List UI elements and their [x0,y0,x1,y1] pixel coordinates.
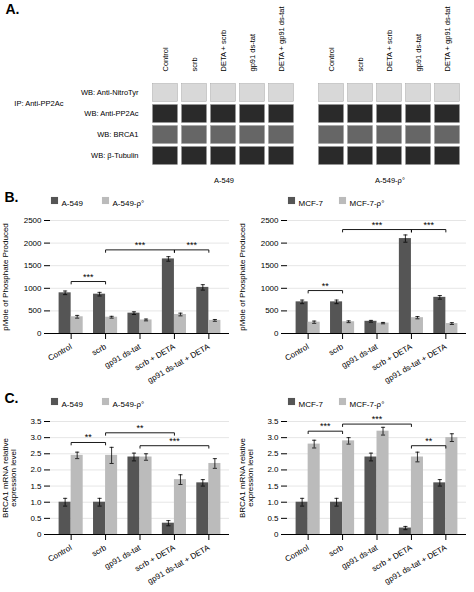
svg-text:***: *** [83,272,94,282]
svg-text:2.0: 2.0 [267,465,279,474]
svg-text:A.: A. [6,1,20,17]
svg-text:B.: B. [5,190,19,205]
svg-text:Control: Control [161,47,170,72]
svg-text:scrb + DETA: scrb + DETA [370,342,414,373]
svg-text:gp91 ds-tat + DETA: gp91 ds-tat + DETA [146,342,212,385]
svg-text:gp91 ds-tat: gp91 ds-tat [248,33,257,71]
svg-text:***: *** [372,220,383,230]
svg-text:1500: 1500 [24,261,42,270]
svg-text:0: 0 [37,530,42,539]
svg-text:***: *** [423,220,434,230]
svg-text:A-549-ρ°: A-549-ρ° [375,176,405,185]
svg-text:scrb + DETA: scrb + DETA [370,543,414,574]
svg-text:scrb: scrb [90,543,108,559]
svg-text:Control: Control [47,342,74,363]
svg-text:gp91 ds-tat + DETA: gp91 ds-tat + DETA [146,543,212,586]
svg-text:Control: Control [284,543,311,564]
svg-text:A-549: A-549 [62,199,84,208]
svg-text:MCF-7-ρ°: MCF-7-ρ° [350,199,385,208]
svg-text:2.0: 2.0 [30,465,42,474]
svg-text:1000: 1000 [24,284,42,293]
svg-text:2000: 2000 [24,239,42,248]
svg-text:**: ** [85,432,93,442]
svg-text:pMole of Phosphate Produced: pMole of Phosphate Produced [1,223,10,331]
svg-text:gp91 ds-tat: gp91 ds-tat [103,543,143,571]
svg-text:scrb + DETA: scrb + DETA [133,543,177,574]
svg-text:**: ** [322,281,330,291]
svg-text:0: 0 [274,530,279,539]
svg-text:***: *** [135,240,146,250]
svg-text:A-549: A-549 [214,176,234,185]
svg-text:0.5: 0.5 [30,514,42,523]
svg-text:2000: 2000 [261,239,279,248]
svg-text:***: *** [169,436,180,446]
svg-text:pMole of Phosphate Produced: pMole of Phosphate Produced [238,223,247,331]
svg-text:3.0: 3.0 [30,433,42,442]
svg-text:**: ** [136,423,144,433]
svg-text:DETA + scrb: DETA + scrb [385,30,394,72]
svg-text:scrb: scrb [327,342,345,358]
svg-text:Control: Control [47,543,74,564]
svg-text:***: *** [372,414,383,424]
svg-text:1.5: 1.5 [30,482,42,491]
svg-text:WB: BRCA1: WB: BRCA1 [97,130,138,139]
svg-text:MCF-7: MCF-7 [299,199,324,208]
svg-text:500: 500 [265,306,279,315]
svg-text:gp91 ds-tat + DETA: gp91 ds-tat + DETA [383,543,449,586]
svg-text:1500: 1500 [261,261,279,270]
svg-text:WB: Anti-PP2Ac: WB: Anti-PP2Ac [84,109,138,118]
svg-text:gp91 ds-tat: gp91 ds-tat [340,543,380,571]
svg-text:**: ** [425,436,433,446]
svg-text:Control: Control [327,47,336,72]
svg-text:DETA + gp91 ds-tat: DETA + gp91 ds-tat [277,5,286,71]
svg-text:0: 0 [37,329,42,338]
svg-text:***: *** [320,421,331,431]
svg-text:3.5: 3.5 [30,417,42,426]
svg-text:BRCA1 mRNA relativeexpression: BRCA1 mRNA relativeexpression level [1,437,18,518]
svg-text:gp91 ds-tat: gp91 ds-tat [414,33,423,71]
svg-text:Control: Control [284,342,311,363]
svg-text:1.0: 1.0 [267,498,279,507]
svg-text:scrb: scrb [327,543,345,559]
svg-text:1000: 1000 [261,284,279,293]
svg-text:gp91 ds-tat + DETA: gp91 ds-tat + DETA [383,342,449,385]
svg-text:2500: 2500 [261,216,279,225]
svg-text:DETA + scrb: DETA + scrb [219,30,228,72]
svg-text:scrb + DETA: scrb + DETA [133,342,177,373]
svg-text:DETA + gp91 ds-tat: DETA + gp91 ds-tat [443,5,452,71]
svg-text:3.5: 3.5 [267,417,279,426]
svg-text:scrb: scrb [90,342,108,358]
svg-text:A-549: A-549 [62,400,84,409]
svg-text:IP: Anti-PP2Ac: IP: Anti-PP2Ac [14,99,63,108]
svg-text:gp91 ds-tat: gp91 ds-tat [103,342,143,370]
svg-text:BRCA1 mRNA relativeexpression: BRCA1 mRNA relativeexpression level [238,437,255,518]
svg-text:2.5: 2.5 [267,449,279,458]
svg-text:scrb: scrb [356,57,365,71]
svg-text:0.5: 0.5 [267,514,279,523]
svg-text:0: 0 [274,329,279,338]
svg-text:C.: C. [5,391,19,406]
svg-text:gp91 ds-tat: gp91 ds-tat [340,342,380,370]
svg-text:WB: Anti-NitroTyr: WB: Anti-NitroTyr [81,88,139,97]
svg-text:1.0: 1.0 [30,498,42,507]
svg-text:MCF-7-ρ°: MCF-7-ρ° [350,400,385,409]
svg-text:MCF-7: MCF-7 [299,400,324,409]
svg-text:3.0: 3.0 [267,433,279,442]
svg-text:500: 500 [28,306,42,315]
svg-text:1.5: 1.5 [267,482,279,491]
svg-text:WB: β-Tubulin: WB: β-Tubulin [91,151,138,160]
svg-text:***: *** [186,240,197,250]
svg-text:A-549-ρ°: A-549-ρ° [113,199,145,208]
svg-text:scrb: scrb [190,57,199,71]
svg-text:2.5: 2.5 [30,449,42,458]
svg-text:A-549-ρ°: A-549-ρ° [113,400,145,409]
svg-text:2500: 2500 [24,216,42,225]
